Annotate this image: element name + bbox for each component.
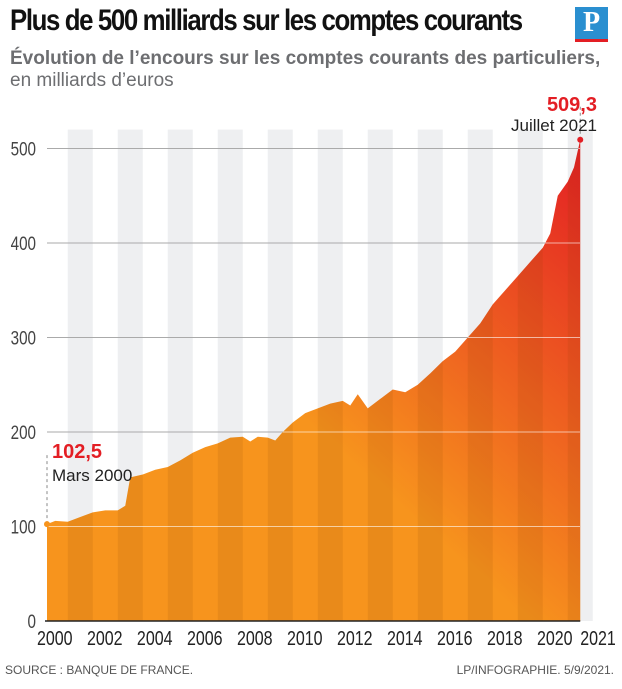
x-tick-label: 2021 (580, 627, 616, 649)
end-label: Juillet 2021 (511, 116, 597, 135)
end-value: 509,3 (547, 94, 597, 116)
x-tick-label: 2006 (187, 627, 223, 649)
le-parisien-logo: P (575, 7, 608, 42)
end-point (577, 136, 584, 143)
x-tick-label: 2004 (137, 627, 173, 649)
year-stripe-shade (567, 139, 581, 622)
subtitle-unit: en milliards d’euros (10, 70, 174, 91)
credit-note: LP/INFOGRAPHIE. 5/9/2021. (456, 663, 614, 677)
x-tick-label: 2012 (337, 627, 373, 649)
chart-title: Plus de 500 milliards sur les comptes co… (10, 4, 523, 37)
y-tick-label: 0 (28, 610, 36, 632)
y-tick-label: 200 (11, 421, 36, 443)
x-tick-label: 2010 (287, 627, 323, 649)
source-note: SOURCE : BANQUE DE FRANCE. (5, 663, 194, 677)
chart-subtitle: Évolution de l’encours sur les comptes c… (10, 48, 622, 92)
x-tick-label: 2018 (487, 627, 523, 649)
start-point (44, 521, 50, 528)
year-stripe-shade (467, 139, 493, 622)
y-tick-label: 300 (11, 327, 36, 349)
x-tick-label: 2020 (537, 627, 573, 649)
x-tick-label: 2016 (437, 627, 473, 649)
x-tick-label: 2014 (387, 627, 423, 649)
area-series (47, 139, 581, 622)
y-tick-label: 500 (11, 138, 36, 160)
year-stripe-shade (517, 139, 543, 622)
y-tick-label: 100 (11, 516, 36, 538)
x-tick-label: 2008 (237, 627, 273, 649)
x-tick-label: 2002 (87, 627, 123, 649)
subtitle-bold: Évolution de l’encours sur les comptes c… (10, 48, 601, 69)
y-tick-label: 400 (11, 232, 36, 254)
start-value: 102,5 (52, 441, 102, 463)
x-tick-label: 2000 (37, 627, 73, 649)
start-label: Mars 2000 (52, 466, 132, 485)
